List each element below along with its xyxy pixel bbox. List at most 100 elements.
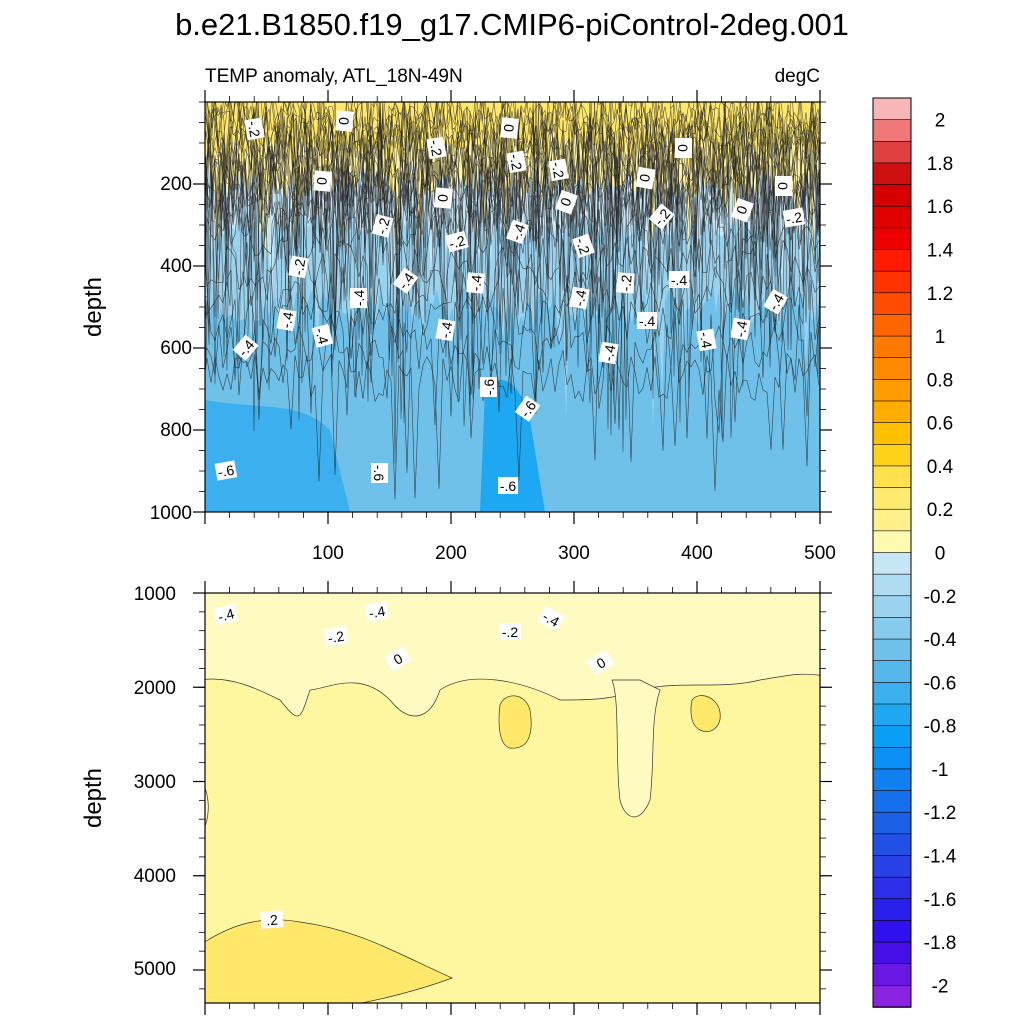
colorbar-segment bbox=[872, 465, 912, 489]
colorbar-segment bbox=[872, 725, 912, 749]
contour-label: -.4 bbox=[508, 221, 529, 242]
colorbar-tick-label: -1.6 bbox=[924, 890, 957, 911]
contour-label: -.4 bbox=[671, 272, 688, 288]
colorbar-tick-label: -1 bbox=[932, 760, 949, 781]
lower-axis-ticks bbox=[193, 581, 832, 1015]
colorbar-segment bbox=[872, 855, 912, 878]
colorbar-segment bbox=[872, 443, 912, 467]
colorbar-segment bbox=[872, 97, 912, 121]
colorbar-segment bbox=[872, 768, 912, 792]
colorbar-segment bbox=[872, 790, 912, 814]
contour-line bbox=[206, 102, 820, 235]
contour-label: -.4 bbox=[368, 603, 387, 622]
contour-label: -.2 bbox=[573, 236, 594, 257]
contour-label: -.2 bbox=[447, 232, 467, 252]
x-tick-label: 500 bbox=[804, 543, 836, 564]
contour-label: -.4 bbox=[278, 310, 297, 329]
lower-plume-zero bbox=[611, 679, 661, 818]
upper-contour-labels: -.2 0 -.2 0 -.2 -.2 0 0 0 0 0 0 0 -.2 -.… bbox=[214, 110, 806, 494]
colorbar-tick-label: 1 bbox=[935, 327, 946, 348]
contour-label: -.4 bbox=[395, 270, 418, 293]
colorbar-segment bbox=[872, 573, 912, 597]
colorbar-segment bbox=[872, 985, 912, 1008]
colorbar-segment bbox=[872, 920, 912, 943]
colorbar-segment bbox=[872, 270, 912, 294]
contour-line bbox=[205, 180, 820, 373]
contour-line bbox=[205, 280, 820, 439]
y-tick-label: 3000 bbox=[134, 772, 176, 793]
x-tick-label: 200 bbox=[435, 543, 467, 564]
contour-label: -.4 bbox=[540, 608, 562, 630]
contour-line bbox=[205, 102, 820, 453]
colorbar-segment bbox=[872, 703, 912, 727]
colorbar-segment bbox=[872, 682, 912, 705]
colorbar-segment bbox=[872, 941, 912, 965]
colorbar-segment bbox=[872, 292, 912, 316]
colorbar-segment bbox=[872, 811, 912, 835]
colorbar-segment bbox=[872, 898, 912, 922]
contour-label: -.4 bbox=[571, 288, 590, 307]
contour-label: -.2 bbox=[245, 120, 264, 139]
lower-blob-pos02-a bbox=[498, 695, 532, 749]
colorbar-tick-label: 0.8 bbox=[927, 370, 953, 391]
contour-label: 0 bbox=[675, 144, 691, 152]
colorbar-segment bbox=[872, 357, 912, 381]
contour-label: -.2 bbox=[507, 153, 526, 172]
x-tick-label: 100 bbox=[312, 543, 344, 564]
colorbar-segment bbox=[872, 379, 912, 402]
colorbar-segment bbox=[872, 638, 912, 662]
contour-label: -.4 bbox=[639, 313, 656, 329]
contour-label: -.6 bbox=[517, 398, 540, 421]
chart-title: b.e21.B1850.f19_g17.CMIP6-piControl-2deg… bbox=[175, 7, 849, 42]
contour-label: -.4 bbox=[697, 331, 716, 350]
contour-label: .2 bbox=[265, 912, 278, 929]
colorbar-tick-label: -1.8 bbox=[924, 933, 957, 954]
colorbar-segment bbox=[872, 140, 912, 164]
colorbar-segment bbox=[872, 487, 912, 511]
colorbar-tick-label: 2 bbox=[935, 111, 946, 132]
contour-label: -.2 bbox=[427, 139, 446, 158]
colorbar-segment bbox=[872, 162, 912, 186]
contour-label: -.2 bbox=[617, 274, 634, 292]
lower-edge-blob bbox=[205, 787, 209, 827]
colorbar-segment bbox=[872, 227, 912, 251]
colorbar-segment bbox=[872, 249, 912, 272]
colorbar-tick-label: -0.8 bbox=[924, 717, 957, 738]
contour-label: -.2 bbox=[373, 216, 393, 236]
variable-label: TEMP anomaly, ATL_18N-49N bbox=[205, 66, 463, 87]
colorbar-tick-label: -0.2 bbox=[924, 587, 957, 608]
y-tick-label: 4000 bbox=[134, 866, 176, 887]
colorbar-tick-label: -1.4 bbox=[924, 847, 957, 868]
colorbar-segment bbox=[872, 595, 912, 619]
contour-label: -.4 bbox=[765, 291, 787, 313]
contour-line bbox=[205, 309, 820, 500]
y-tick-label: 1000 bbox=[150, 503, 192, 524]
colorbar-segment bbox=[872, 184, 912, 208]
contour-line bbox=[205, 102, 820, 289]
upper-y-axis: 200 400 600 800 1000 depth bbox=[80, 174, 192, 524]
colorbar-frame bbox=[872, 97, 912, 1008]
units-label: degC bbox=[775, 66, 820, 87]
colorbar-tick-label: -0.4 bbox=[924, 630, 957, 651]
contour-label: -.4 bbox=[732, 319, 751, 338]
colorbar-segment bbox=[872, 400, 912, 424]
y-tick-label: 5000 bbox=[134, 959, 176, 980]
colorbar-tick-label: 0.2 bbox=[927, 500, 953, 521]
colorbar-tick-label: 0 bbox=[935, 544, 946, 565]
colorbar-tick-label: -0.6 bbox=[924, 673, 957, 694]
colorbar-segment bbox=[872, 833, 912, 857]
contour-label: -.4 bbox=[216, 605, 236, 625]
colorbar-segment bbox=[872, 552, 912, 575]
contour-line bbox=[205, 224, 820, 430]
colorbar-segment bbox=[872, 617, 912, 640]
contour-line bbox=[205, 275, 820, 473]
contour-label: -.2 bbox=[549, 161, 568, 180]
contour-label: -.2 bbox=[502, 624, 519, 640]
contour-label: -.2 bbox=[327, 628, 346, 647]
contour-label: 0 bbox=[336, 116, 353, 125]
y-tick-label: 1000 bbox=[134, 584, 176, 605]
colorbar-segment bbox=[872, 314, 912, 337]
colorbar-tick-label: 1.6 bbox=[927, 197, 953, 218]
colorbar-segment bbox=[872, 422, 912, 446]
